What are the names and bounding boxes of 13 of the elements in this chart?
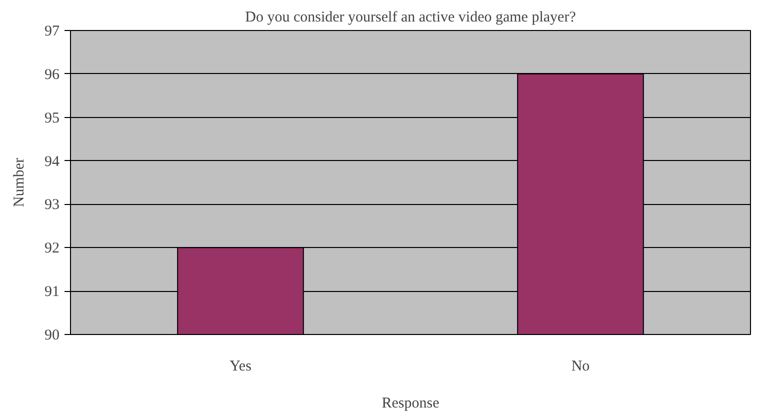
x-tick-label: No — [571, 358, 590, 374]
x-axis-title: Response — [382, 396, 440, 412]
y-tick-label: 90 — [44, 328, 60, 344]
y-tick-label: 91 — [44, 284, 60, 300]
y-axis-title: Number — [12, 158, 28, 208]
y-tick-label: 92 — [44, 240, 60, 257]
x-tick-label: Yes — [230, 358, 252, 374]
chart-title: Do you consider yourself an active video game player? — [245, 10, 576, 26]
y-tick-label: 95 — [44, 110, 60, 126]
y-tick-label: 97 — [44, 24, 60, 40]
y-tick-label: 93 — [44, 197, 60, 214]
y-tick-label: 94 — [44, 154, 60, 170]
y-tick-label: 96 — [44, 66, 60, 83]
